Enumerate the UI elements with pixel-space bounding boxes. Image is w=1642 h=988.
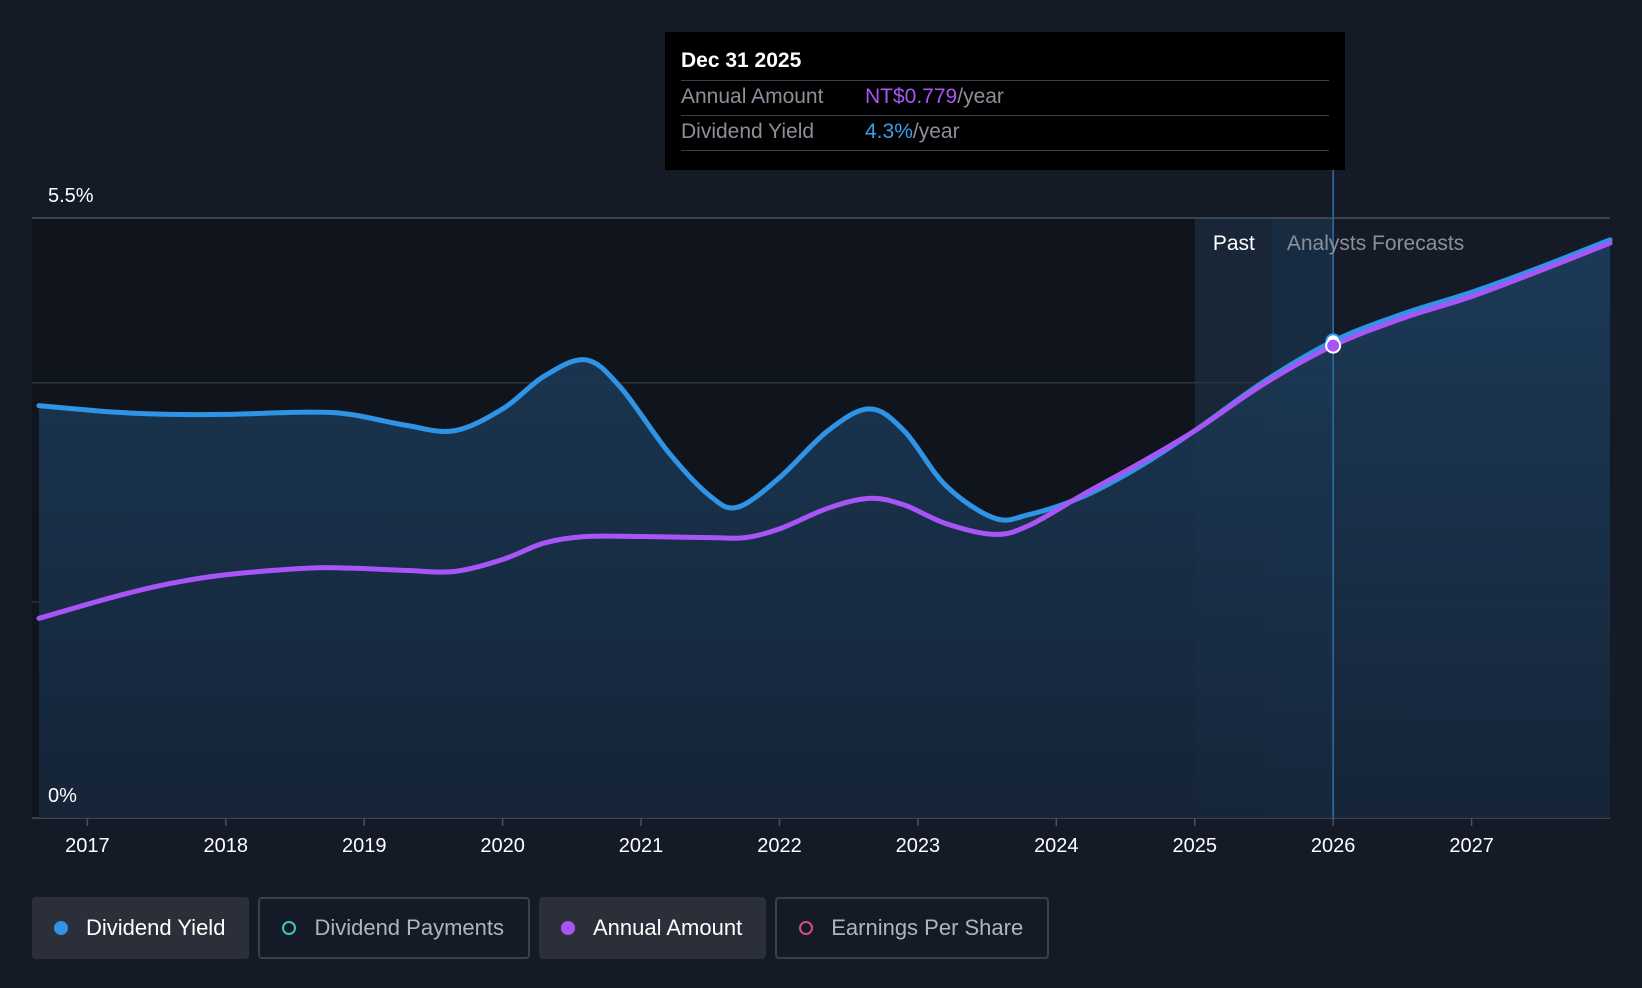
legend-dot-icon: [560, 921, 575, 935]
legend-label: Dividend Yield: [86, 915, 226, 940]
x-tick-label: 2025: [1172, 835, 1217, 857]
dividend-yield-area: [38, 239, 1611, 818]
annual-amount-marker: [1325, 337, 1342, 354]
legend-earnings-per-share-button[interactable]: Earnings Per Share: [775, 897, 1050, 959]
x-tick-label: 2017: [65, 835, 110, 857]
x-tick-label: 2020: [480, 835, 525, 857]
legend-ring-icon: [799, 921, 814, 935]
legend-dividend-yield-button[interactable]: Dividend Yield: [32, 897, 250, 959]
x-tick-label: 2027: [1449, 835, 1494, 857]
tooltip-annual-unit: /year: [957, 85, 1004, 108]
tooltip-yield-value: 4.3%: [865, 120, 913, 143]
x-tick-label: 2024: [1034, 835, 1079, 857]
past-label: Past: [1213, 232, 1255, 255]
y-axis-label-bottom: 0%: [48, 785, 77, 807]
legend-dot-icon: [54, 921, 68, 935]
x-tick-label: 2022: [757, 835, 802, 857]
x-tick-label: 2021: [619, 835, 664, 857]
x-tick-label: 2019: [342, 835, 387, 857]
legend-label: Annual Amount: [592, 915, 743, 940]
x-tick-label: 2018: [204, 835, 249, 857]
tooltip-annual-label: Annual Amount: [681, 85, 824, 108]
legend-annual-amount-button[interactable]: Annual Amount: [538, 897, 767, 959]
tooltip-yield-label: Dividend Yield: [681, 120, 815, 143]
legend: Dividend Yield Dividend Payments Annual …: [32, 897, 1050, 959]
tooltip: Dec 31 2025 Annual Amount NT$0.779 /year…: [665, 32, 1345, 170]
legend-dividend-payments-button[interactable]: Dividend Payments: [258, 897, 530, 959]
analysts-forecasts-label: Analysts Forecasts: [1287, 232, 1464, 255]
tooltip-annual-value: NT$0.779: [865, 85, 958, 108]
tooltip-date: Dec 31 2025: [681, 49, 802, 72]
x-tick-label: 2026: [1311, 835, 1356, 857]
x-tick-label: 2023: [896, 835, 941, 857]
y-axis-label-top: 5.5%: [48, 185, 94, 207]
tooltip-yield-row: Dividend Yield 4.3% /year: [681, 115, 1329, 151]
annual-amount-line: [36, 240, 1613, 621]
legend-label: Dividend Payments: [314, 915, 504, 940]
legend-label: Earnings Per Share: [831, 915, 1024, 940]
tooltip-annual-row: Annual Amount NT$0.779 /year: [681, 80, 1329, 115]
legend-ring-icon: [282, 921, 297, 935]
tooltip-yield-unit: /year: [912, 120, 960, 143]
